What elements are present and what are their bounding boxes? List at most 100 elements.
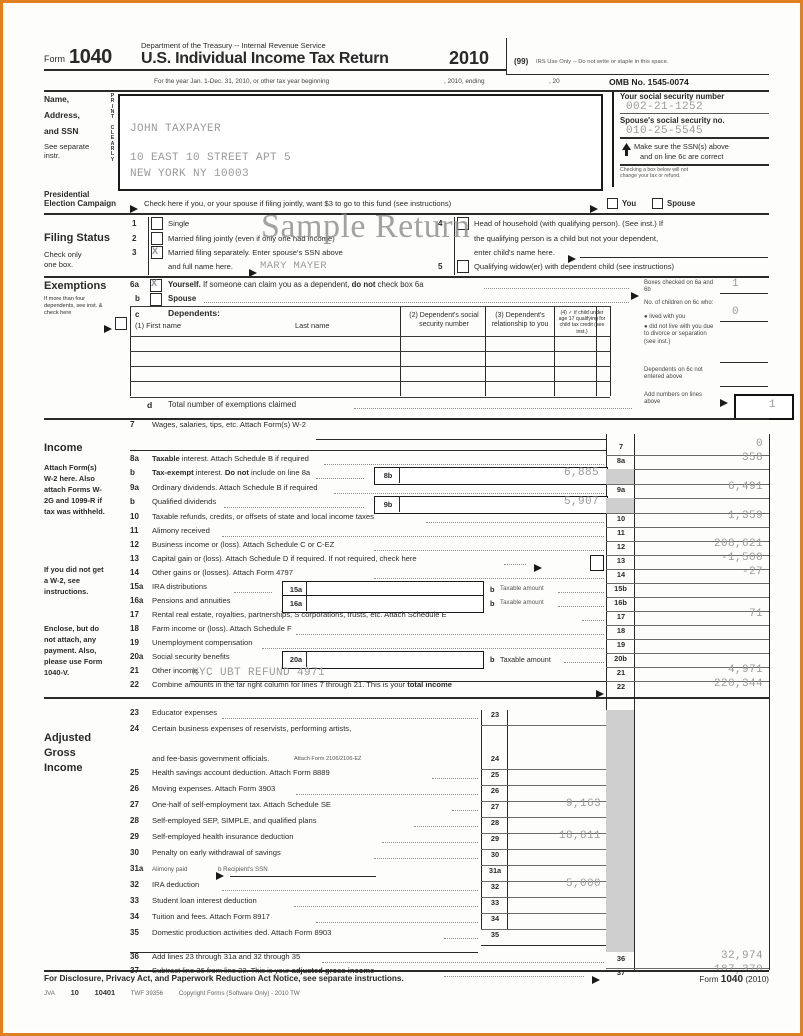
presidential-you-checkbox[interactable] bbox=[607, 198, 618, 209]
amount-number-18: 18 bbox=[616, 626, 626, 635]
line-36-label: Add lines 23 through 31a and 32 through … bbox=[152, 952, 301, 961]
exemption-6a-checkbox[interactable] bbox=[150, 279, 162, 292]
line-18-number: 18 bbox=[130, 624, 139, 633]
taxpayer-name-value: JOHN TAXPAYER bbox=[130, 123, 222, 135]
line-21-entry-value: NYC UBT REFUND 4971 bbox=[192, 667, 326, 679]
line-row-26: 26 Moving expenses. Attach Form 3903 bbox=[130, 784, 770, 801]
name-address-ssn-block: Name, Address, and SSN See separate inst… bbox=[44, 92, 769, 196]
right-arrow-icon-presidential-2 bbox=[590, 200, 598, 218]
copyright-text: Copyright Forms (Software Only) - 2010 T… bbox=[178, 990, 300, 997]
exemptions-note: If more than four dependents, see inst. … bbox=[44, 296, 103, 316]
filing-status-checkbox-2[interactable] bbox=[151, 232, 163, 245]
line-row-25: 25 Health savings account deduction. Att… bbox=[130, 768, 770, 785]
name-block-side-labels: Name, Address, and SSN See separate inst… bbox=[44, 94, 106, 161]
inner-number-16a: 16a bbox=[289, 599, 303, 608]
line-row-11: 11 Alimony received bbox=[130, 526, 770, 543]
line-9b-number: b bbox=[130, 497, 135, 506]
inner-number-20a: 20a bbox=[289, 655, 303, 664]
shaded-cell-8b bbox=[606, 469, 634, 484]
child-name-input-line[interactable] bbox=[580, 257, 768, 258]
income-section-bottom-rule bbox=[44, 697, 769, 699]
inner-number-25: 25 bbox=[490, 770, 500, 779]
inner-number-8b: 8b bbox=[383, 471, 393, 480]
header-divider bbox=[506, 38, 507, 74]
filing-status-subnote: Check only one box. bbox=[44, 250, 82, 270]
page-title: U.S. Individual Income Tax Return bbox=[141, 50, 389, 67]
ssn-rule-2 bbox=[620, 137, 769, 139]
amount-number-16b: 16b bbox=[614, 598, 627, 607]
filing-status-rule bbox=[44, 276, 769, 278]
line-16a-inner-box[interactable] bbox=[282, 595, 484, 613]
name-address-input-box[interactable]: JOHN TAXPAYER 10 EAST 10 STREET APT 5 NE… bbox=[118, 94, 603, 191]
line-row-30: 30 Penalty on early withdrawal of saving… bbox=[130, 848, 770, 865]
line-24-attach-note: Attach Form 2106/2106-EZ bbox=[294, 756, 362, 762]
spouse-ssn-value[interactable]: 010-25-5545 bbox=[626, 125, 704, 137]
line-row-19: 19 Unemployment compensation bbox=[130, 638, 770, 655]
line-24-label-2: and fee-basis government officials. bbox=[152, 754, 270, 763]
line-17-number: 17 bbox=[130, 610, 139, 619]
line-13-checkbox[interactable] bbox=[590, 555, 604, 571]
filing-status-num-5: 5 bbox=[438, 262, 443, 271]
presidential-election-campaign: Presidential Election Campaign Check her… bbox=[44, 190, 769, 218]
line-21-entry-rule[interactable] bbox=[190, 681, 606, 682]
line-row-28: 28 Self-employed SEP, SIMPLE, and qualif… bbox=[130, 816, 770, 833]
right-arrow-icon-spouse-name bbox=[249, 264, 257, 282]
income-amt-col-left bbox=[606, 434, 607, 715]
line-27-number: 27 bbox=[130, 800, 139, 809]
line-row-32: 32 IRA deduction bbox=[130, 880, 770, 897]
line-row-12: 12 Business income or (loss). Attach Sch… bbox=[130, 540, 770, 557]
exemptions-section: Exemptions If more than four dependents,… bbox=[44, 278, 794, 420]
ssn-rule-3 bbox=[620, 164, 769, 166]
exemptions-more-than-four-checkbox[interactable] bbox=[115, 317, 127, 330]
inner-number-32: 32 bbox=[490, 882, 500, 891]
line-21-label: Other income. bbox=[152, 666, 200, 675]
presidential-spouse-checkbox[interactable] bbox=[652, 198, 663, 209]
amount-number-14: 14 bbox=[616, 570, 626, 579]
amount-value-12: 208,621 bbox=[713, 538, 763, 550]
form-header: Form 1040 Department of the Treasury -- … bbox=[44, 38, 769, 76]
filing-status-label-4: Head of household (with qualifying perso… bbox=[474, 219, 664, 228]
inner-number-26: 26 bbox=[490, 786, 500, 795]
your-ssn-value[interactable]: 002-21-1252 bbox=[626, 101, 704, 113]
dep-col-ssn: (2) Dependent's social security number bbox=[409, 312, 479, 329]
exemptions-heading: Exemptions bbox=[44, 280, 107, 292]
add-numbers-label: Add numbers on lines above bbox=[644, 392, 703, 406]
line-13-label: Capital gain or (loss). Attach Schedule … bbox=[152, 554, 417, 563]
header-rule-left bbox=[44, 69, 506, 71]
line-row-34: 34 Tuition and fees. Attach Form 8917 bbox=[130, 912, 770, 929]
line-7-entry-rule-2[interactable] bbox=[130, 450, 606, 451]
spouse-ssn-caption: Spouse's social security no. bbox=[620, 116, 725, 125]
amount-value-7: 0 bbox=[755, 438, 763, 450]
inner-value-27: 9,163 bbox=[565, 798, 601, 810]
amount-number-8a: 8a bbox=[616, 456, 626, 465]
line-10-label: Taxable refunds, credits, or offsets of … bbox=[152, 512, 374, 521]
amount-number-13: 13 bbox=[616, 556, 626, 565]
filing-status-checkbox-3[interactable] bbox=[151, 246, 163, 259]
line-20a-inner-box[interactable] bbox=[282, 651, 484, 669]
line-24-label: Certain business expenses of reservists,… bbox=[152, 724, 352, 733]
line-7-entry-rule[interactable] bbox=[316, 439, 606, 440]
privacy-notice: For Disclosure, Privacy Act, and Paperwo… bbox=[44, 974, 404, 983]
year-end-label: , 2010, ending bbox=[444, 78, 485, 85]
income-side-note-3: Enclose, but do not attach, any payment.… bbox=[44, 624, 103, 678]
filing-status-checkbox-1[interactable] bbox=[151, 217, 163, 230]
amount-number-36: 36 bbox=[616, 954, 626, 963]
line-34-label: Tuition and fees. Attach Form 8917 bbox=[152, 912, 270, 921]
exemption-6b-checkbox[interactable] bbox=[150, 293, 162, 306]
inner-value-9b: 5,907 bbox=[563, 496, 599, 508]
line-31b-entry-rule[interactable] bbox=[230, 876, 376, 877]
inner-number-9b: 9b bbox=[383, 500, 393, 509]
line-row-8a: 8a Taxable interest. Attach Schedule B i… bbox=[130, 454, 770, 471]
line-row-17: 17 Rental real estate, royalties, partne… bbox=[130, 610, 770, 627]
spouse-name-value[interactable]: MARY MAYER bbox=[260, 260, 328, 272]
dep-row-line-3 bbox=[130, 381, 610, 382]
exemption-6a-label: Yourself. If someone can claim you as a … bbox=[168, 280, 424, 289]
filing-status-checkbox-5[interactable] bbox=[457, 260, 469, 273]
tax-year: 2010 bbox=[449, 48, 490, 68]
checking-box-note: Checking a box below will not change you… bbox=[620, 167, 689, 179]
line-9a-label: Ordinary dividends. Attach Schedule B if… bbox=[152, 483, 318, 492]
filing-status-checkbox-4[interactable] bbox=[457, 217, 469, 230]
filing-status-num-3: 3 bbox=[132, 248, 137, 257]
line-row-22: 22 Combine amounts in the far right colu… bbox=[130, 680, 770, 697]
